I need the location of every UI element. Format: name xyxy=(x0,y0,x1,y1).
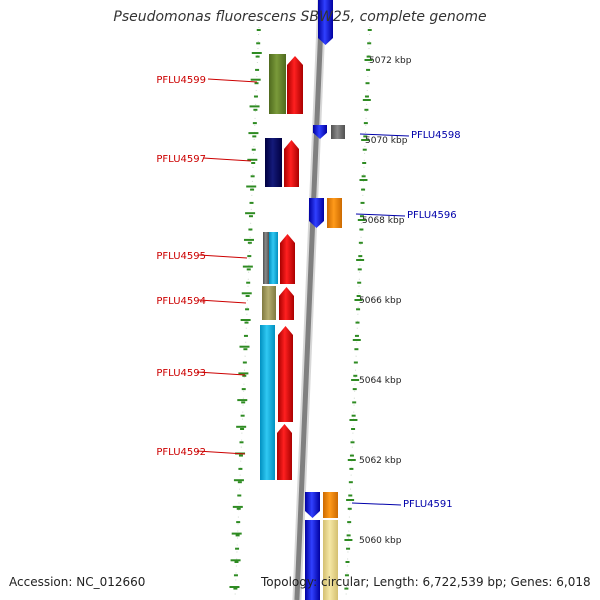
gene-label-PFLU4594: PFLU4594 xyxy=(156,296,206,307)
gene-block-PFLU4591 xyxy=(323,492,338,518)
track-guide-left xyxy=(234,19,260,600)
leader-line-PFLU4597 xyxy=(202,157,252,162)
leader-line-PFLU4593 xyxy=(196,371,246,376)
gene-label-PFLU4597: PFLU4597 xyxy=(156,154,206,165)
cds-arrow-PFLU4592 xyxy=(277,424,292,480)
gene-label-PFLU4599: PFLU4599 xyxy=(156,75,206,86)
scale-label: 5068 kbp xyxy=(362,216,405,226)
gene-label-PFLU4595: PFLU4595 xyxy=(156,251,206,262)
scale-label: 5066 kbp xyxy=(359,296,402,306)
gene-block-PFLU4593-4592 xyxy=(260,325,275,480)
leader-line-PFLU4598 xyxy=(359,133,410,137)
gene-block-bottom xyxy=(323,520,338,600)
cds-arrow-PFLU4597 xyxy=(284,140,299,187)
cds-feature-bottom xyxy=(305,520,320,600)
cds-arrow-PFLU4591 xyxy=(305,492,320,518)
leader-line-PFLU4594 xyxy=(198,299,247,304)
scale-label: 5062 kbp xyxy=(359,456,402,466)
track-guide-right xyxy=(345,19,371,600)
leader-line-PFLU4596 xyxy=(355,213,406,217)
leader-line-PFLU4591 xyxy=(351,502,402,506)
gene-block-PFLU4597 xyxy=(265,138,282,187)
gene-block-PFLU4596 xyxy=(327,198,342,228)
cds-arrow-PFLU4596 xyxy=(309,198,324,228)
scale-label: 5064 kbp xyxy=(359,376,402,386)
scale-label: 5070 kbp xyxy=(365,136,408,146)
scale-label: 5060 kbp xyxy=(359,536,402,546)
gene-label-PFLU4592: PFLU4592 xyxy=(156,447,206,458)
gene-block-PFLU4599 xyxy=(269,54,286,114)
accession-text: Accession: NC_012660 xyxy=(9,575,146,589)
cds-arrow-PFLU4599 xyxy=(287,56,303,114)
gene-label-PFLU4593: PFLU4593 xyxy=(156,368,206,379)
gene-block-PFLU4595-grey xyxy=(263,232,269,284)
genome-title: Pseudomonas fluorescens SBW25, complete … xyxy=(113,9,487,25)
gene-block-PFLU4595 xyxy=(269,232,278,284)
cds-arrow-PFLU4595 xyxy=(280,234,295,284)
topology-text: Topology: circular; Length: 6,722,539 bp… xyxy=(261,575,591,589)
gene-label-PFLU4596: PFLU4596 xyxy=(407,210,457,221)
leader-line-PFLU4595 xyxy=(198,254,248,259)
cds-feature-top xyxy=(318,0,333,45)
leader-line-PFLU4599 xyxy=(207,78,258,83)
cds-arrow-PFLU4594 xyxy=(279,287,294,320)
cds-arrow-PFLU4598 xyxy=(313,125,327,139)
gene-block-PFLU4598 xyxy=(331,125,345,139)
cds-arrow-PFLU4593 xyxy=(278,326,293,422)
leader-line-PFLU4592 xyxy=(196,450,246,455)
gene-block-PFLU4594 xyxy=(262,286,276,320)
gene-label-PFLU4591: PFLU4591 xyxy=(403,499,453,510)
scale-label: 5072 kbp xyxy=(369,56,412,66)
gene-label-PFLU4598: PFLU4598 xyxy=(411,130,461,141)
backbone-line xyxy=(294,0,325,600)
